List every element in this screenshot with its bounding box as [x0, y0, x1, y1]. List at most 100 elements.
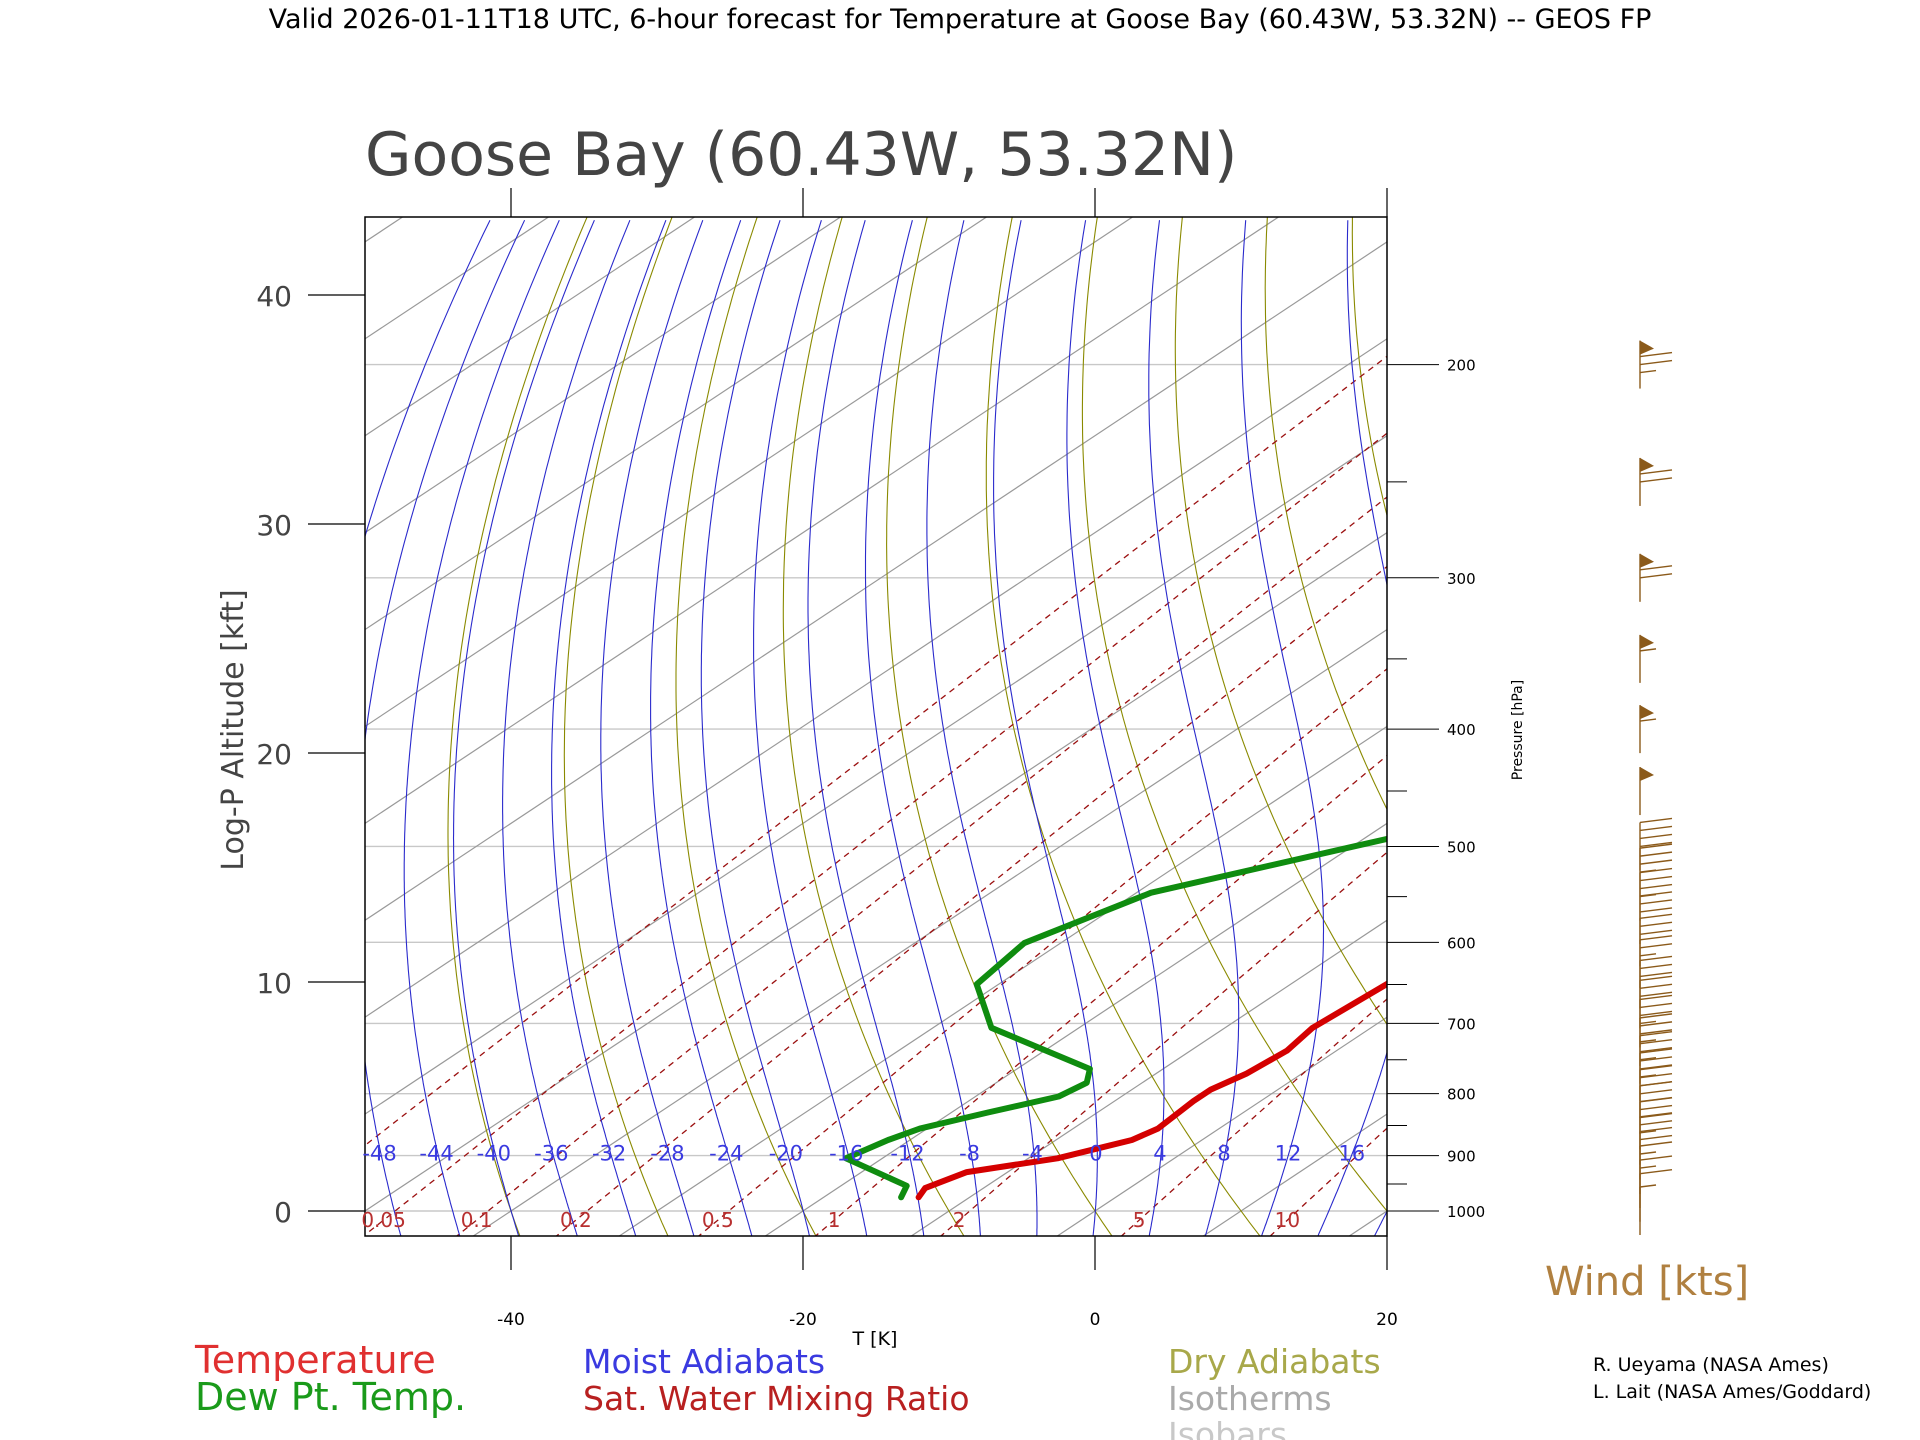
wind-barb-half [1639, 1151, 1657, 1155]
isotherm-line [618, 725, 1387, 1236]
isotherm-line [365, 217, 696, 437]
wind-barb-flag [1640, 767, 1654, 782]
wind-barb-full [1639, 1112, 1673, 1119]
moist-adiabat [1240, 220, 1325, 1236]
mixing-ratio-line [555, 565, 1387, 1236]
moist-adiabat-label: 0 [1089, 1142, 1102, 1166]
isotherm-line [365, 217, 842, 534]
wind-barb-full [1639, 891, 1673, 897]
moist-adiabat [700, 220, 811, 1236]
dry-adiabat [1857, 196, 1920, 1259]
moist-adiabat [1317, 220, 1387, 1236]
moist-adiabat [926, 220, 1038, 1236]
pressure-tick-label: 500 [1447, 838, 1476, 856]
wind-barb-full [1639, 1002, 1673, 1009]
dry-adiabat [1081, 217, 1387, 1212]
pressure-tick-label: 700 [1447, 1015, 1476, 1033]
dry-adiabat [886, 217, 1113, 1236]
moist-adiabat [650, 220, 753, 1236]
legend-mixing-ratio: Sat. Water Mixing Ratio [583, 1379, 970, 1418]
moist-adiabat-label: 8 [1217, 1142, 1230, 1166]
moist-adiabat-label: -28 [650, 1142, 684, 1166]
isotherm-line [764, 822, 1387, 1236]
wind-barb-full [1639, 1120, 1673, 1126]
wind-barb-full [1639, 477, 1673, 483]
y-tick-label: 0 [274, 1196, 292, 1229]
wind-barb-full [1639, 955, 1673, 962]
wind-barb-half [1639, 648, 1657, 652]
pressure-tick-label: 400 [1447, 721, 1476, 739]
legend: Temperature Dew Pt. Temp. Moist Adiabats… [194, 1338, 1381, 1440]
isotherm-line [910, 919, 1387, 1236]
pressure-tick-label: 1000 [1447, 1203, 1485, 1221]
pressure-axis-label: Pressure [hPa] [1510, 680, 1526, 780]
wind-barb-full [1639, 971, 1673, 978]
pressure-tick-label: 600 [1447, 934, 1476, 952]
dry-adiabat [1773, 196, 1920, 1259]
wind-barb-full [1639, 1104, 1673, 1111]
moist-adiabat-label: -4 [1022, 1142, 1043, 1166]
y-tick-label: 10 [256, 967, 292, 1000]
dry-adiabat [1521, 196, 1920, 1259]
wind-barb [1639, 553, 1673, 602]
wind-barb [1639, 975, 1673, 1029]
pressure-tick-label: 900 [1447, 1148, 1476, 1166]
moist-adiabat-label: -24 [709, 1142, 743, 1166]
wind-barb-full [1639, 1056, 1673, 1062]
mixing-ratio-line [814, 754, 1387, 1236]
isotherm-line [365, 217, 1280, 825]
moist-adiabat-label: 12 [1275, 1142, 1302, 1166]
x-tick-label: 0 [1090, 1310, 1101, 1330]
x-tick-label: -20 [789, 1310, 817, 1330]
moist-adiabat [864, 220, 981, 1236]
legend-isobars: Isobars [1168, 1415, 1287, 1440]
moist-adiabat [993, 220, 1098, 1236]
credit-line-1: R. Ueyama (NASA Ames) [1593, 1354, 1829, 1376]
wind-barb [1639, 1155, 1673, 1209]
isotherm-line [1461, 194, 1920, 1259]
wind-barb-full [1639, 1089, 1673, 1095]
grid-lines [365, 194, 1920, 1259]
dewpoint-profile [842, 835, 1387, 1201]
wind-barb-full [1639, 1112, 1673, 1118]
wind-barb [1639, 1168, 1673, 1222]
wind-barb-half [1639, 1039, 1657, 1043]
header-title: Valid 2026-01-11T18 UTC, 6-hour forecast… [269, 4, 1652, 35]
wind-barb-full [1639, 921, 1673, 928]
wind-barb-full [1639, 833, 1673, 840]
x-axis-label: T [K] [852, 1328, 898, 1350]
wind-barb-full [1639, 943, 1673, 949]
wind-barb-full [1639, 1155, 1673, 1161]
dry-adiabat [782, 217, 965, 1236]
wind-barb-flag [1640, 457, 1654, 472]
moist-adiabat-label: -36 [534, 1142, 568, 1166]
wind-label: Wind [kts] [1545, 1259, 1749, 1305]
moist-adiabat-label: -20 [769, 1142, 803, 1166]
isotherm-line [1348, 1210, 1387, 1236]
mixing-ratio-label: 0.05 [361, 1208, 406, 1232]
wind-barb-full [1639, 883, 1673, 890]
isotherm-line [365, 217, 550, 340]
isotherm-line [472, 628, 1387, 1236]
mixing-ratio-label: 1 [828, 1208, 841, 1232]
mixing-ratio-label: 2 [953, 1208, 966, 1232]
y-axis-label: Log-P Altitude [kft] [216, 589, 251, 870]
mixing-ratio-line [1120, 998, 1387, 1236]
wind-barb-full [1639, 859, 1673, 865]
wind-barb [1639, 705, 1657, 754]
wind-barb-full [1639, 1096, 1673, 1103]
mixing-ratio-label: 0.2 [560, 1208, 592, 1232]
moist-adiabat [807, 220, 925, 1236]
wind-barb-full [1639, 875, 1673, 882]
mixing-ratio-label: 0.1 [461, 1208, 493, 1232]
wind-barb-full [1639, 841, 1673, 848]
wind-barb-flag [1640, 705, 1654, 720]
wind-barb-full [1639, 1072, 1673, 1079]
moist-adiabat-label: 4 [1153, 1142, 1166, 1166]
wind-barb [1639, 817, 1673, 871]
wind-barb-full [1639, 983, 1673, 989]
wind-barb-full [1639, 1168, 1673, 1175]
dry-adiabat [985, 217, 1261, 1236]
wind-barb-full [1639, 817, 1673, 824]
dry-adiabat [1174, 217, 1387, 1026]
